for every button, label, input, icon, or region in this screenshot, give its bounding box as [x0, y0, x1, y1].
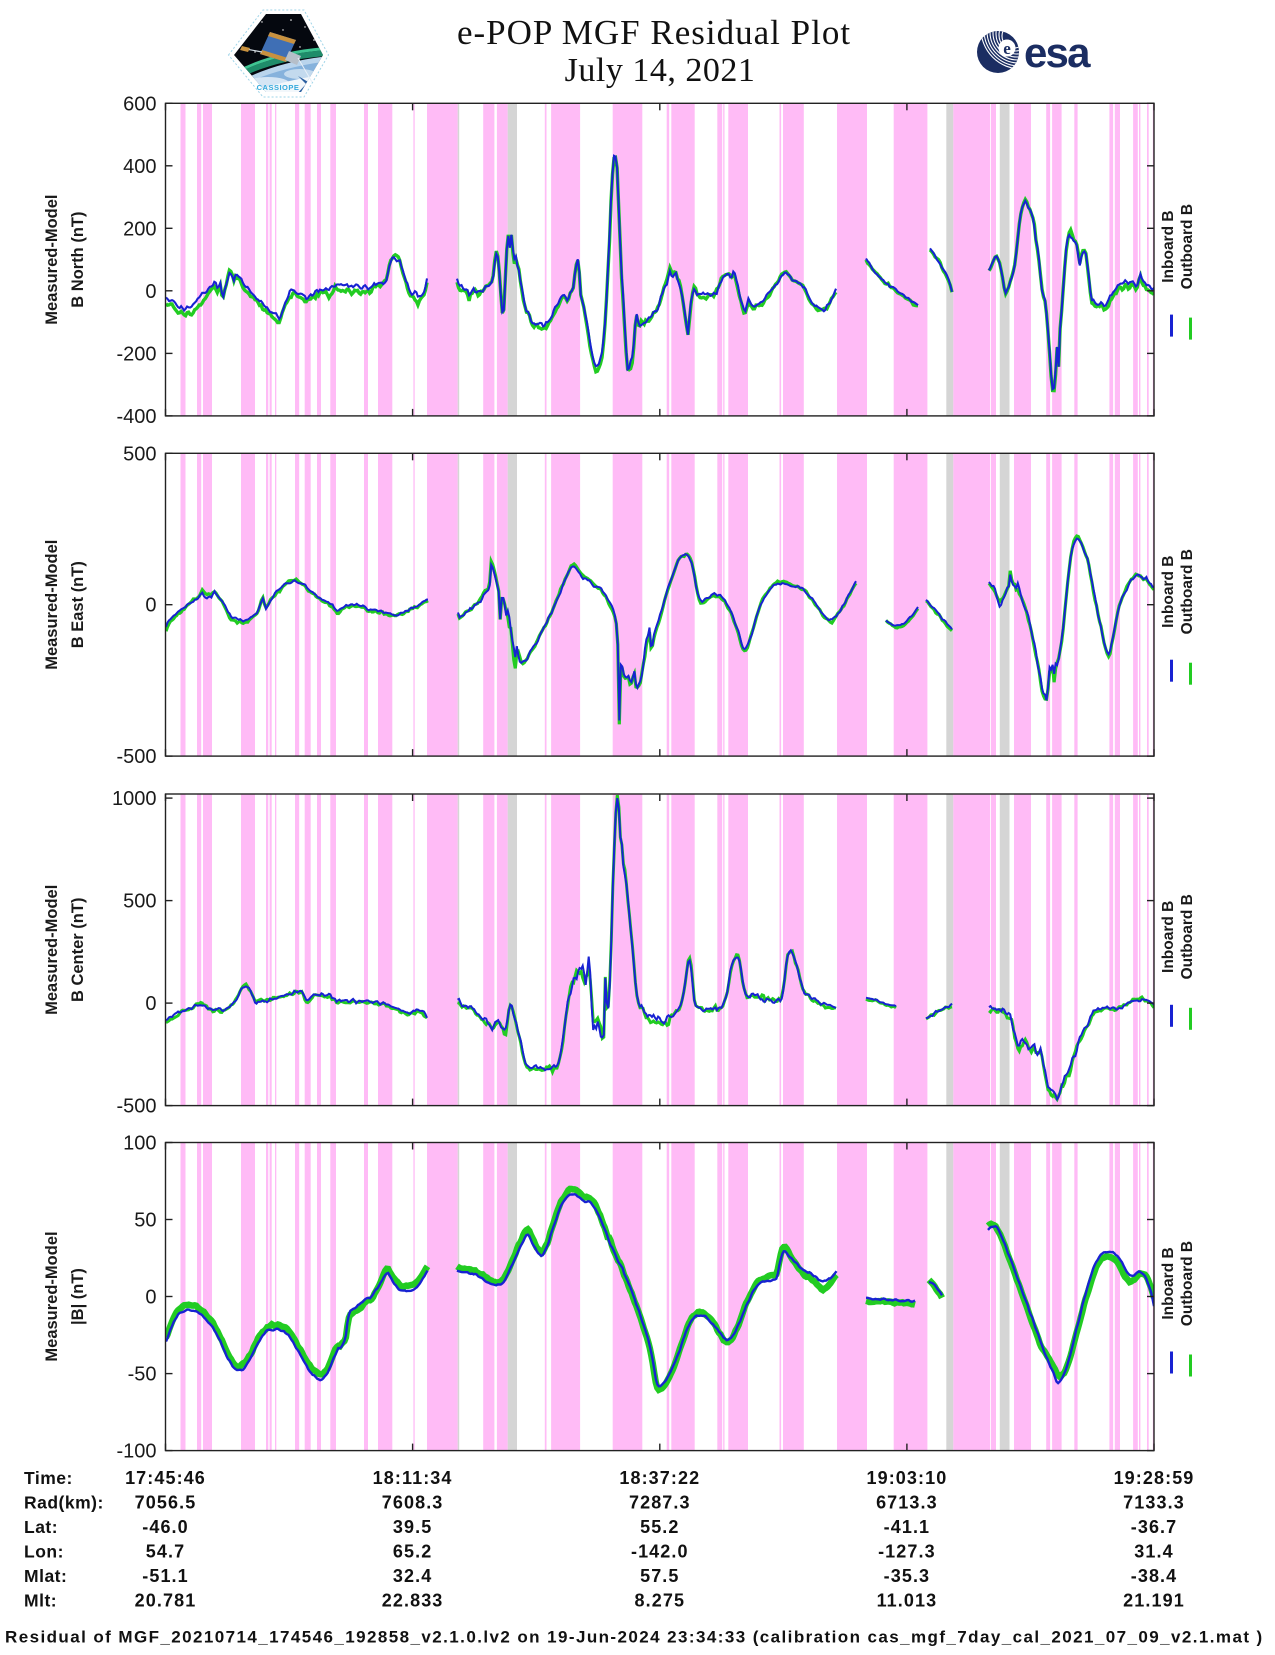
svg-text:-35.3: -35.3	[884, 1566, 931, 1586]
svg-text:57.5: 57.5	[640, 1566, 679, 1586]
svg-text:20.781: 20.781	[135, 1591, 197, 1611]
svg-text:600: 600	[123, 93, 156, 115]
svg-text:Outboard B: Outboard B	[1179, 549, 1196, 634]
svg-text:-400: -400	[116, 406, 156, 428]
svg-text:Measured-Model: Measured-Model	[43, 885, 61, 1015]
svg-text:7287.3: 7287.3	[629, 1493, 691, 1513]
svg-text:0: 0	[145, 595, 156, 617]
svg-text:18:37:22: 18:37:22	[619, 1468, 700, 1488]
svg-text:-200: -200	[116, 343, 156, 365]
svg-text:-41.1: -41.1	[884, 1517, 931, 1537]
svg-text:e: e	[1003, 39, 1011, 58]
svg-text:21.191: 21.191	[1123, 1591, 1185, 1611]
svg-text:65.2: 65.2	[393, 1542, 432, 1562]
svg-text:-36.7: -36.7	[1131, 1517, 1178, 1537]
svg-text:31.4: 31.4	[1134, 1542, 1173, 1562]
svg-text:18:11:34: 18:11:34	[373, 1468, 453, 1488]
svg-text:-127.3: -127.3	[878, 1542, 936, 1562]
svg-text:8.275: 8.275	[635, 1591, 686, 1611]
svg-text:Measured-Model: Measured-Model	[43, 540, 61, 670]
svg-text:CASSIOPE: CASSIOPE	[257, 83, 300, 92]
svg-text:B Center (nT): B Center (nT)	[69, 898, 87, 1003]
svg-text:Rad(km):: Rad(km):	[24, 1493, 104, 1513]
svg-text:50: 50	[134, 1210, 156, 1232]
svg-text:200: 200	[123, 218, 156, 240]
svg-text:-500: -500	[116, 746, 156, 768]
svg-text:esa: esa	[1024, 29, 1091, 76]
svg-text:17:45:46: 17:45:46	[125, 1468, 206, 1488]
svg-text:6713.3: 6713.3	[876, 1493, 938, 1513]
svg-text:7133.3: 7133.3	[1123, 1493, 1185, 1513]
svg-text:Lon:: Lon:	[24, 1542, 64, 1562]
svg-text:400: 400	[123, 156, 156, 178]
svg-text:7608.3: 7608.3	[382, 1493, 444, 1513]
svg-text:1000: 1000	[112, 788, 157, 810]
svg-text:500: 500	[123, 443, 156, 465]
svg-text:Mlt:: Mlt:	[24, 1591, 57, 1611]
svg-text:100: 100	[123, 1133, 156, 1155]
svg-text:B North (nT): B North (nT)	[69, 211, 87, 307]
svg-text:-51.1: -51.1	[142, 1566, 189, 1586]
svg-text:55.2: 55.2	[640, 1517, 679, 1537]
svg-text:Time:: Time:	[24, 1468, 73, 1488]
svg-text:July 14, 2021: July 14, 2021	[565, 52, 756, 89]
svg-text:32.4: 32.4	[393, 1566, 432, 1586]
svg-text:500: 500	[123, 891, 156, 913]
svg-text:-500: -500	[116, 1096, 156, 1118]
svg-text:0: 0	[145, 993, 156, 1015]
svg-text:-142.0: -142.0	[631, 1542, 689, 1562]
svg-text:Inboard B: Inboard B	[1160, 1247, 1177, 1319]
svg-text:Inboard B: Inboard B	[1160, 210, 1177, 282]
svg-text:Inboard B: Inboard B	[1160, 556, 1177, 628]
svg-text:Lat:: Lat:	[24, 1517, 58, 1537]
svg-text:Measured-Model: Measured-Model	[43, 195, 61, 325]
svg-text:Residual of MGF_20210714_17454: Residual of MGF_20210714_174546_192858_v…	[5, 1628, 1264, 1647]
svg-text:-100: -100	[116, 1441, 156, 1463]
svg-text:Outboard B: Outboard B	[1179, 204, 1196, 289]
svg-text:0: 0	[145, 281, 156, 303]
svg-text:|B| (nT): |B| (nT)	[69, 1268, 87, 1325]
svg-text:e-POP MGF Residual Plot: e-POP MGF Residual Plot	[457, 13, 851, 52]
svg-text:-46.0: -46.0	[142, 1517, 189, 1537]
svg-text:Mlat:: Mlat:	[24, 1566, 67, 1586]
svg-text:39.5: 39.5	[393, 1517, 432, 1537]
svg-text:7056.5: 7056.5	[135, 1493, 197, 1513]
svg-text:54.7: 54.7	[146, 1542, 185, 1562]
svg-text:Inboard B: Inboard B	[1160, 901, 1177, 973]
svg-text:-38.4: -38.4	[1131, 1566, 1178, 1586]
svg-text:Outboard B: Outboard B	[1179, 894, 1196, 979]
svg-text:11.013: 11.013	[877, 1591, 938, 1611]
svg-text:B East (nT): B East (nT)	[69, 561, 87, 648]
svg-text:-50: -50	[128, 1364, 157, 1386]
svg-text:0: 0	[145, 1287, 156, 1309]
svg-text:Measured-Model: Measured-Model	[43, 1231, 61, 1361]
svg-text:22.833: 22.833	[382, 1591, 444, 1611]
svg-text:Outboard B: Outboard B	[1179, 1241, 1196, 1326]
svg-text:19:28:59: 19:28:59	[1114, 1468, 1195, 1488]
svg-text:19:03:10: 19:03:10	[866, 1468, 947, 1488]
